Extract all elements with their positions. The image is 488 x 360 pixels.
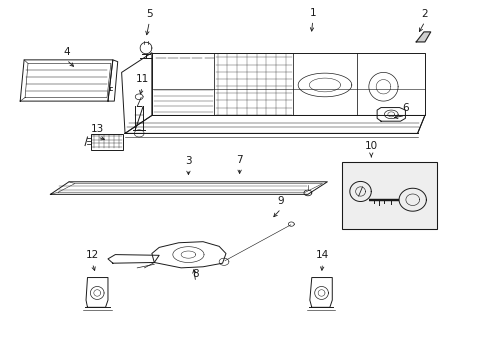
Text: 6: 6	[401, 103, 408, 113]
Bar	[341, 162, 436, 229]
Text: 10: 10	[364, 141, 377, 151]
Text: 2: 2	[421, 9, 427, 19]
Text: 9: 9	[277, 196, 284, 206]
Text: 8: 8	[192, 269, 199, 279]
Text: 7: 7	[236, 154, 243, 165]
Text: 13: 13	[90, 124, 103, 134]
Text: 3: 3	[185, 156, 191, 166]
Text: 11: 11	[135, 74, 148, 84]
Bar	[91, 134, 122, 149]
Text: 12: 12	[85, 250, 99, 260]
Text: 4: 4	[63, 47, 70, 57]
Polygon shape	[415, 32, 430, 42]
Text: 14: 14	[315, 250, 328, 260]
Text: 5: 5	[146, 9, 152, 19]
Text: 1: 1	[309, 8, 315, 18]
